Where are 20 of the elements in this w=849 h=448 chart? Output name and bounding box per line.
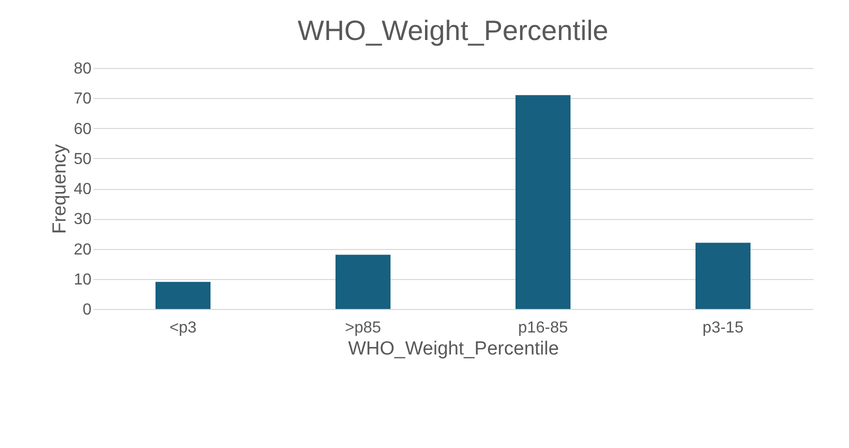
x-tick-label: p3-15 [702,320,744,336]
x-tick-label: >p85 [344,320,382,336]
y-tick-label: 60 [74,120,92,138]
chart-title: WHO_Weight_Percentile [298,15,608,46]
y-tick-label: 0 [82,302,92,318]
y-tick-label: 10 [74,271,92,288]
y-tick-label: 50 [74,150,92,168]
y-tick-label: 80 [74,60,92,78]
y-tick-label: 40 [74,181,92,198]
x-tick-label: p16-85 [518,320,568,336]
y-tick-label: 20 [74,241,92,258]
y-tick-label: 30 [74,211,92,228]
y-axis-title: Frequency [50,144,71,234]
x-axis-title: WHO_Weight_Percentile [348,338,559,360]
bar [156,282,210,309]
y-tick-label: 70 [74,90,92,108]
bar [336,254,390,309]
bar [696,242,750,309]
bar [516,95,570,309]
x-tick-label: <p3 [169,320,197,336]
